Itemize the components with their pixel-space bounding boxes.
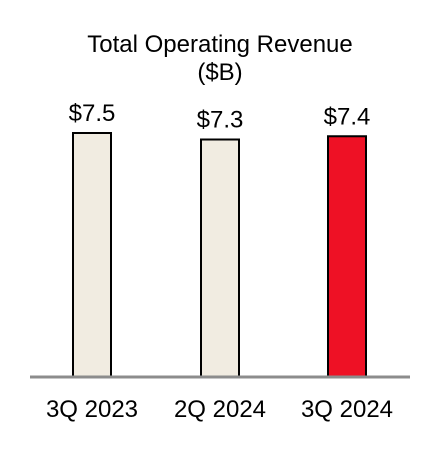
data-label: $7.5 <box>69 100 116 127</box>
data-label: $7.3 <box>197 107 244 134</box>
x-tick-label: 3Q 2024 <box>301 396 393 423</box>
bar-3q-2023 <box>72 132 112 378</box>
chart-title: Total Operating Revenue <box>87 31 353 58</box>
labels-layer: $7.5 3Q 2023 $7.3 2Q 2024 $7.4 3Q 2024 <box>46 100 393 423</box>
bar-3q-2024 <box>327 135 367 378</box>
bar-2q-2024 <box>200 138 240 378</box>
chart-subtitle: ($B) <box>197 59 242 86</box>
data-label: $7.4 <box>324 103 371 130</box>
x-tick-label: 2Q 2024 <box>174 396 266 423</box>
bars-layer <box>72 132 367 378</box>
x-tick-label: 3Q 2023 <box>46 396 138 423</box>
